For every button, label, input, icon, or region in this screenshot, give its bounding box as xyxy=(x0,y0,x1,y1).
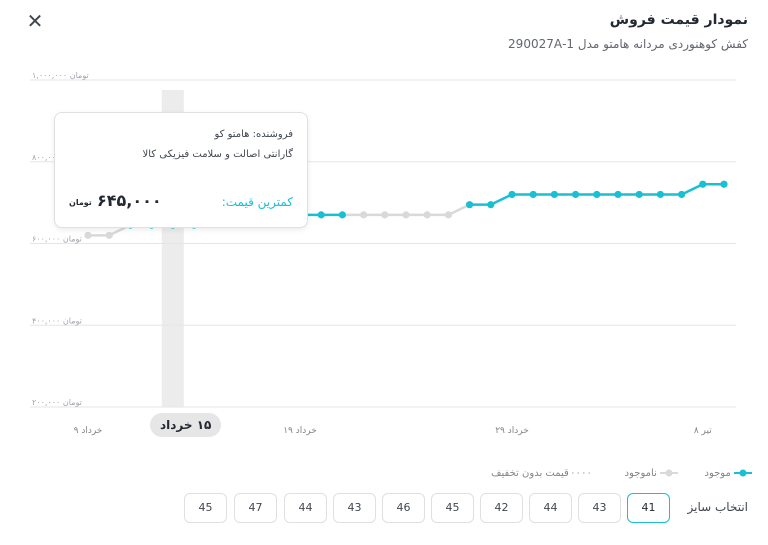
legend-undiscounted-label: قیمت بدون تخفیف xyxy=(491,468,569,479)
data-point xyxy=(720,180,728,188)
size-selector: 41 43 44 42 45 46 43 44 47 45 xyxy=(184,493,670,523)
data-point xyxy=(593,190,601,199)
data-point xyxy=(508,190,516,199)
tooltip-guarantee: گارانتی اصالت و سلامت فیزیکی کالا xyxy=(142,149,293,160)
series-segment xyxy=(680,182,705,196)
y-tick-label: ۴۰۰,۰۰۰ تومان xyxy=(32,316,82,325)
legend-available-label: موجود xyxy=(704,468,731,479)
legend-available-swatch xyxy=(734,469,752,477)
y-tick-label: ۱,۰۰۰,۰۰۰ تومان xyxy=(32,71,89,80)
size-option[interactable]: 46 xyxy=(382,493,425,523)
tooltip-price: ۶۴۵,۰۰۰ xyxy=(97,191,162,210)
data-point xyxy=(572,190,580,199)
data-point xyxy=(529,190,537,199)
product-subtitle: کفش کوهنوردی مردانه هامتو مدل 1-290027A xyxy=(508,37,748,51)
size-option[interactable]: 43 xyxy=(578,493,621,523)
data-point xyxy=(656,190,665,199)
legend-undiscounted: قیمت بدون تخفیف xyxy=(491,468,592,479)
data-point xyxy=(444,211,452,219)
series-segment xyxy=(447,203,471,217)
page-title: نمودار قیمت فروش xyxy=(609,12,748,28)
size-option[interactable]: 42 xyxy=(480,493,523,523)
tooltip-seller: فروشنده: هامتو کو xyxy=(214,129,293,140)
data-point xyxy=(487,201,495,209)
data-point xyxy=(360,211,368,219)
size-option[interactable]: 45 xyxy=(184,493,227,523)
size-option[interactable]: 45 xyxy=(431,493,474,523)
data-point xyxy=(317,211,325,219)
x-tick-label: ۸ تیر xyxy=(694,426,712,436)
size-option[interactable]: 41 xyxy=(627,493,670,523)
price-tooltip: فروشنده: هامتو کو گارانتی اصالت و سلامت … xyxy=(54,112,308,228)
legend-unavailable-swatch xyxy=(660,469,678,477)
data-point xyxy=(84,231,92,239)
x-tick-label: ۱۹ خرداد xyxy=(283,426,317,436)
data-point xyxy=(338,211,346,219)
data-point xyxy=(635,190,643,199)
size-option[interactable]: 44 xyxy=(529,493,572,523)
close-icon[interactable]: ✕ xyxy=(26,9,44,33)
legend-unavailable: ناموجود xyxy=(625,468,678,479)
data-point xyxy=(105,231,113,239)
data-point xyxy=(614,190,622,199)
legend-available: موجود xyxy=(704,468,752,479)
chart-legend: موجود ناموجود قیمت بدون تخفیف xyxy=(452,468,752,484)
data-point xyxy=(678,190,686,199)
data-point xyxy=(402,211,410,219)
y-tick-label: ۲۰۰,۰۰۰ تومان xyxy=(32,398,82,407)
x-tick-label: ۹ خرداد xyxy=(74,426,103,436)
x-tick-label: ۲۹ خرداد xyxy=(495,426,529,436)
data-point xyxy=(423,211,431,219)
data-point xyxy=(550,190,559,199)
hover-date-pill: ۱۵ خرداد xyxy=(150,413,222,437)
size-option[interactable]: 43 xyxy=(333,493,376,523)
legend-undiscounted-swatch xyxy=(572,472,592,474)
legend-unavailable-label: ناموجود xyxy=(624,468,657,479)
size-selector-label: انتخاب سایز xyxy=(687,500,748,514)
data-point xyxy=(699,180,707,188)
size-option[interactable]: 44 xyxy=(284,493,327,523)
series-segment xyxy=(489,193,514,206)
tooltip-currency: تومان xyxy=(69,198,92,207)
tooltip-min-price-label: کمترین قیمت: xyxy=(221,195,293,209)
data-point xyxy=(466,201,474,209)
data-point xyxy=(381,211,389,219)
y-tick-label: ۶۰۰,۰۰۰ تومان xyxy=(32,235,82,244)
size-option[interactable]: 47 xyxy=(234,493,277,523)
